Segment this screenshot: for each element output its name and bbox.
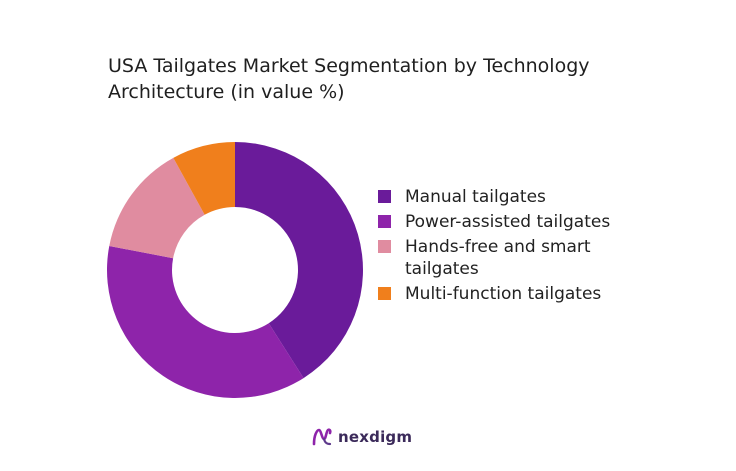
chart-title-line-1: USA Tailgates Market Segmentation by Tec… — [108, 55, 590, 77]
legend-swatch — [378, 190, 391, 203]
chart-legend: Manual tailgates Power-assisted tailgate… — [378, 186, 678, 308]
legend-item: Hands-free and smart tailgates — [378, 236, 678, 280]
legend-item: Manual tailgates — [378, 186, 678, 208]
slice-manual-tailgates — [235, 142, 363, 379]
legend-item: Power-assisted tailgates — [378, 211, 678, 233]
slice-multi-function-tailgates — [173, 142, 235, 215]
slice-power-assisted-tailgates — [107, 246, 304, 398]
chart-title: USA Tailgates Market Segmentation by Tec… — [108, 53, 668, 105]
legend-label: Manual tailgates — [405, 187, 546, 207]
legend-swatch — [378, 215, 391, 228]
legend-swatch — [378, 287, 391, 300]
legend-label: Hands-free and smart tailgates — [405, 237, 591, 279]
legend-label: Multi-function tailgates — [405, 284, 602, 304]
nexdigm-logo-icon — [312, 428, 332, 446]
brand-footer: nexdigm — [311, 426, 412, 448]
legend-item: Multi-function tailgates — [378, 283, 678, 305]
brand-name: nexdigm — [338, 428, 413, 446]
legend-swatch — [378, 240, 391, 253]
slice-hands-free-smart-tailgates — [109, 157, 205, 259]
chart-title-line-2: Architecture (in value %) — [108, 81, 345, 103]
legend-label: Power-assisted tailgates — [405, 212, 611, 232]
